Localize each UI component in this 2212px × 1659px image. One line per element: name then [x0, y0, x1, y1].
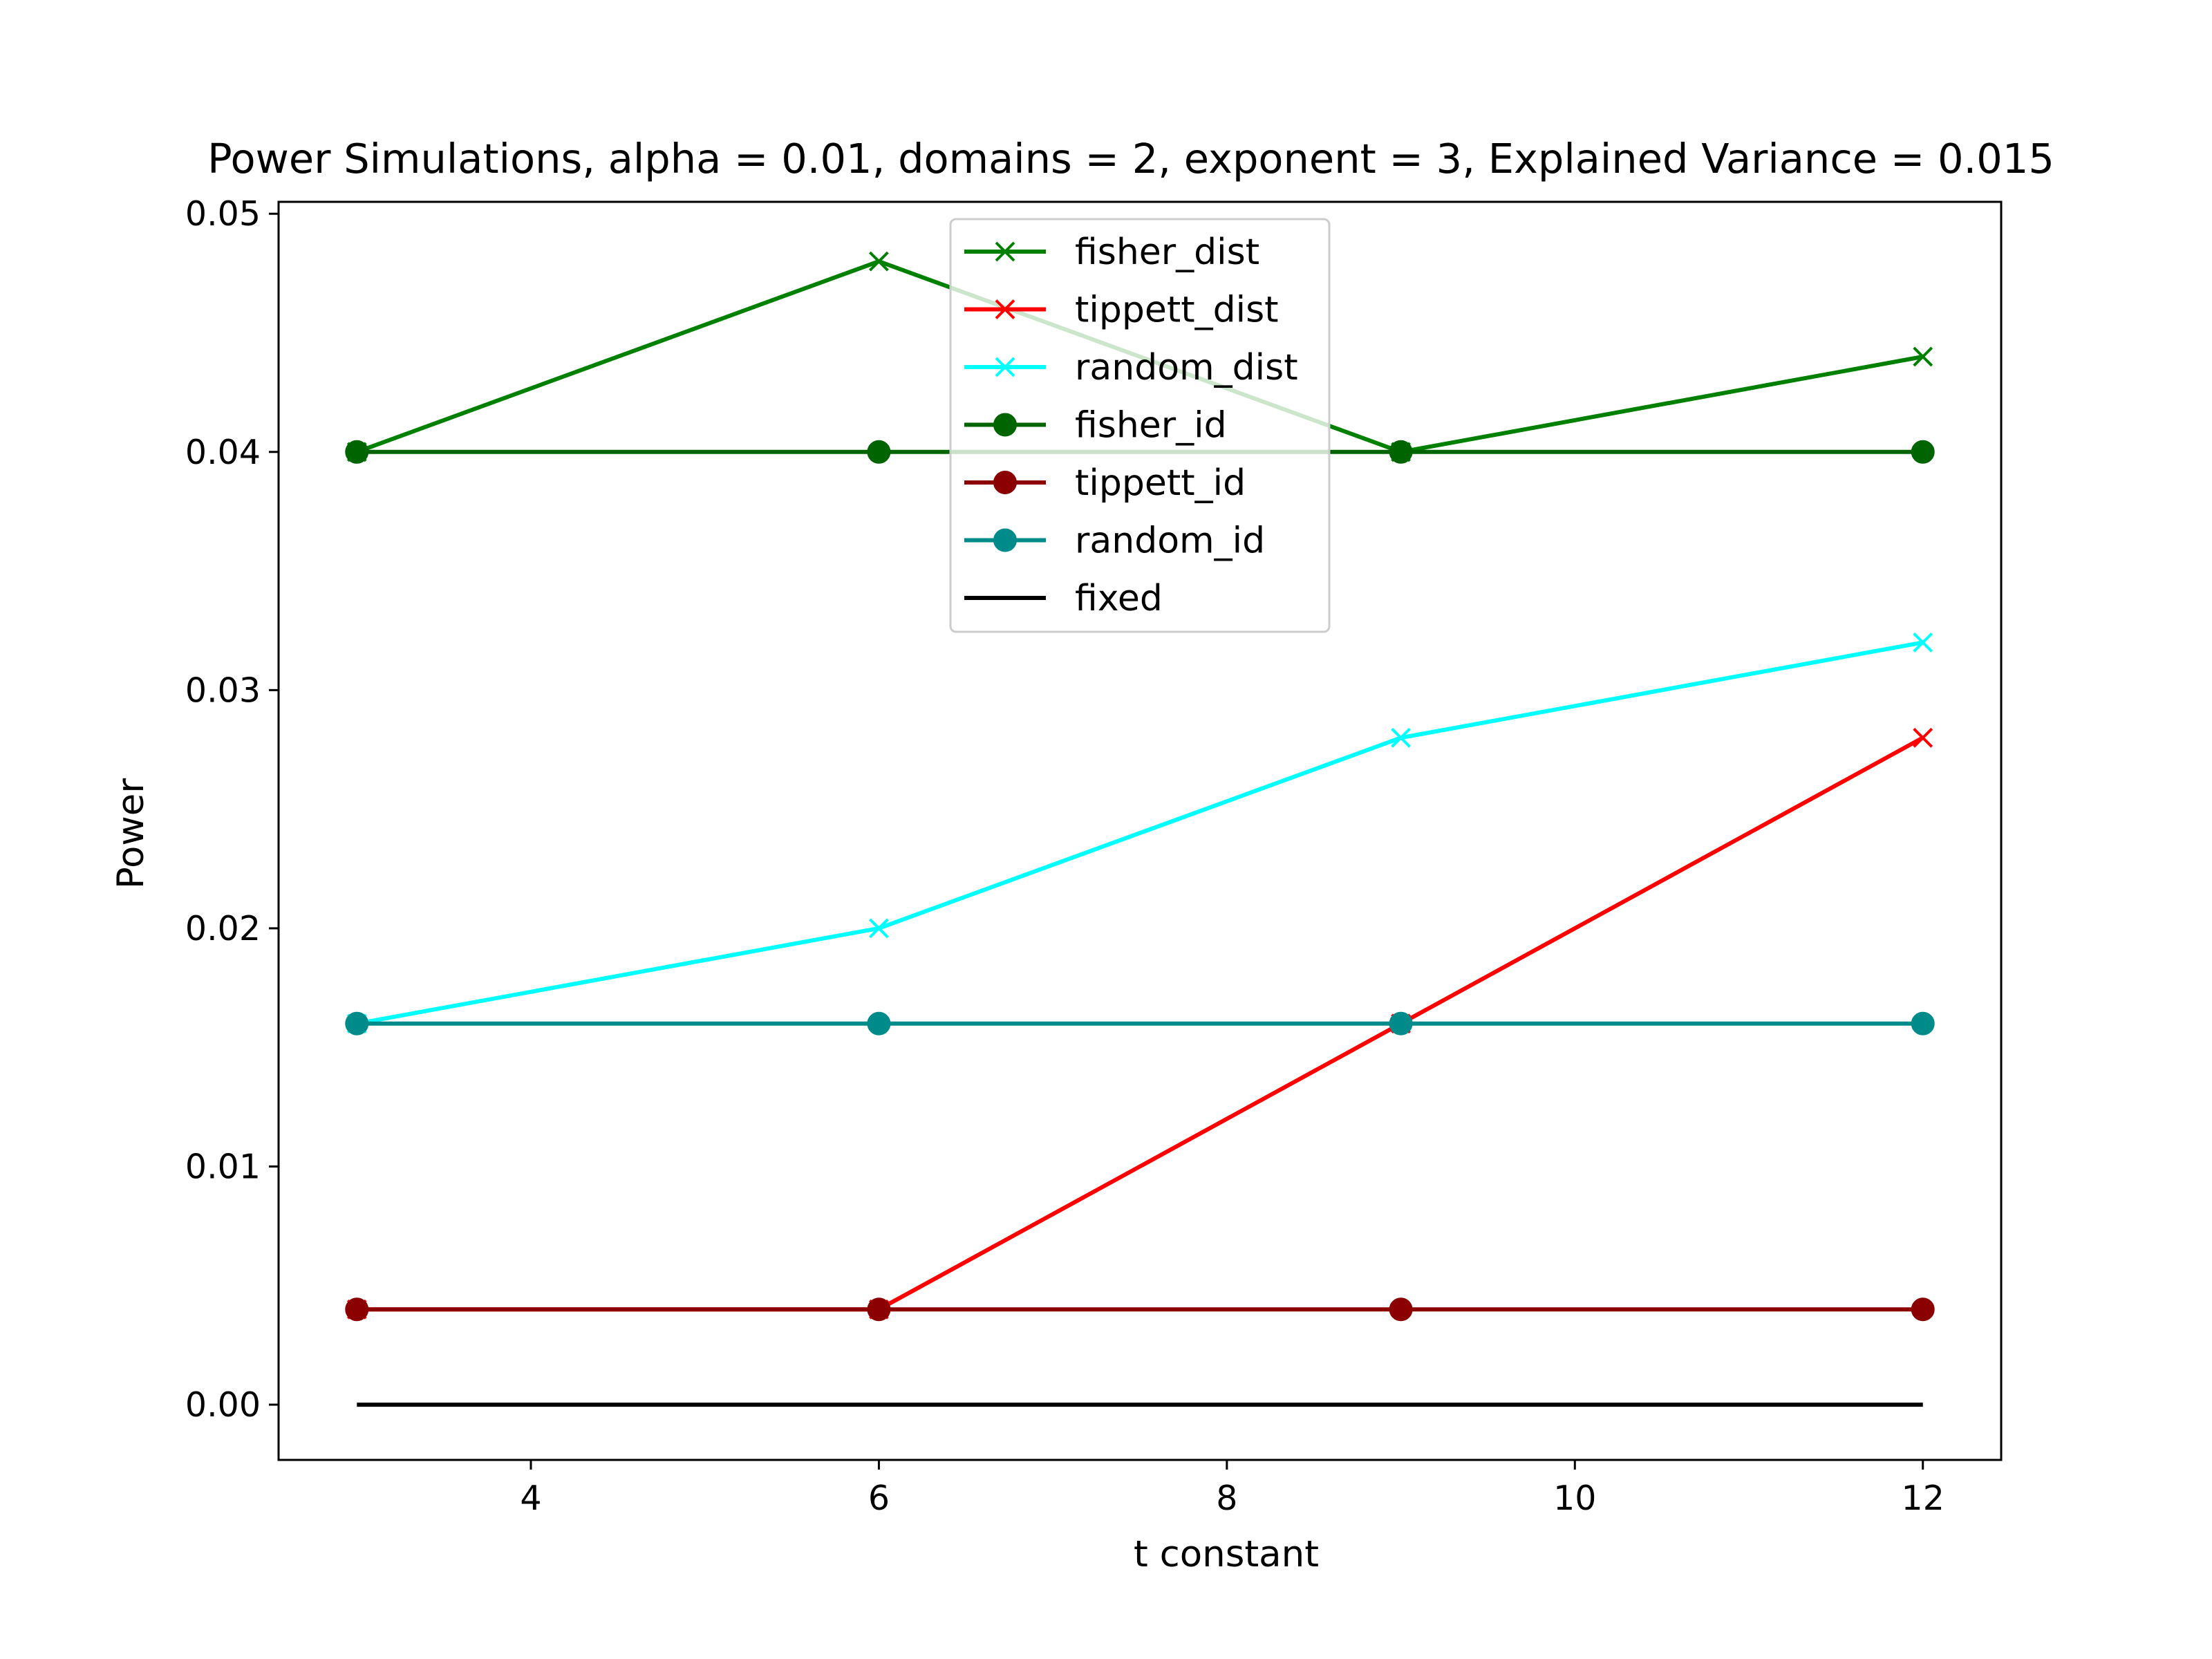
legend-label-fisher-dist: fisher_dist [1075, 232, 1259, 273]
data-point-random-dist-stroke [1391, 727, 1411, 748]
y-tick-label: 0.02 [185, 909, 261, 948]
legend-entry-random-id: random_id [964, 521, 1265, 562]
y-tick-label: 0.01 [185, 1147, 261, 1186]
data-point-tippett-id [345, 1297, 369, 1322]
x-tick-label: 12 [1902, 1479, 1944, 1518]
legend-label-tippett-id: tippett_id [1075, 462, 1246, 504]
data-point-random-dist [1913, 632, 1933, 653]
data-point-random-dist-stroke [1913, 632, 1933, 653]
series-tippett-id [345, 1297, 1935, 1322]
legend: fisher_dist tippett_dist random_distfisher… [949, 218, 1331, 633]
legend-entry-fixed: fixed [964, 578, 1163, 619]
legend-label-random-id: random_id [1075, 521, 1265, 562]
data-point-fisher-id [867, 440, 891, 464]
data-point-random-dist [1391, 727, 1411, 748]
series-line-random-dist [356, 640, 1924, 1026]
y-tick-label: 0.04 [185, 433, 261, 472]
legend-marker-tippett-dist [995, 299, 1015, 319]
data-point-random-id [867, 1011, 891, 1035]
legend-label-fixed: fixed [1075, 578, 1163, 619]
series-random-id [345, 1011, 1935, 1035]
data-point-tippett-id [1911, 1297, 1935, 1322]
y-axis-label: Power [110, 778, 152, 889]
legend-marker-random-id [993, 528, 1017, 552]
legend-entry-tippett-dist: tippett_dist [964, 290, 1279, 331]
x-axis-label: t constant [1134, 1533, 1319, 1575]
data-point-random-id [1911, 1011, 1935, 1035]
y-tick-label: 0.03 [185, 671, 261, 710]
legend-marker-fisher-dist-stroke [995, 241, 1015, 262]
x-tick-label: 4 [520, 1479, 541, 1518]
data-point-fisher-dist [1913, 346, 1933, 367]
y-tick-label: 0.00 [185, 1385, 261, 1425]
legend-label-random-dist: random_dist [1075, 347, 1298, 388]
axes-frame [277, 200, 2003, 1461]
data-point-fisher-id [345, 440, 369, 464]
data-point-tippett-id [867, 1297, 891, 1322]
data-point-fisher-dist-stroke [1913, 346, 1933, 367]
data-point-tippett-id [1389, 1297, 1413, 1322]
x-tick-label: 10 [1553, 1479, 1596, 1518]
legend-marker-random-dist [995, 357, 1015, 377]
data-point-random-dist-stroke [869, 918, 889, 939]
legend-marker-tippett-dist-stroke [995, 299, 1015, 319]
legend-entry-fisher-dist: fisher_dist [964, 232, 1259, 273]
data-point-fisher-id [1911, 440, 1935, 464]
data-point-tippett-dist [1913, 727, 1933, 748]
legend-entry-random-dist: random_dist [964, 347, 1298, 388]
x-tick-label: 8 [1216, 1479, 1237, 1518]
legend-entry-fisher-id: fisher_id [964, 405, 1227, 447]
legend-marker-random-dist-stroke [995, 357, 1015, 377]
data-point-random-id [1389, 1011, 1413, 1035]
data-point-random-dist [869, 918, 889, 939]
data-point-fisher-dist-stroke [869, 251, 889, 272]
legend-label-tippett-dist: tippett_dist [1075, 290, 1279, 331]
legend-box [949, 218, 1331, 633]
plot-area: 4 6 8 10 12 0.00 0.01 0.02 0.03 0.04 0.05 [185, 194, 2003, 1518]
chart-title: Power Simulations, alpha = 0.01, domains… [207, 135, 2054, 182]
legend-entry-tippett-id: tippett_id [964, 462, 1246, 504]
legend-marker-fisher-id [993, 413, 1017, 437]
y-tick-label: 0.05 [185, 194, 261, 234]
legend-label-fisher-id: fisher_id [1075, 405, 1227, 447]
data-point-random-id [345, 1011, 369, 1035]
data-point-fisher-dist [869, 251, 889, 272]
data-point-tippett-dist-stroke [1913, 727, 1933, 748]
legend-marker-tippett-id [993, 471, 1017, 494]
x-tick-label: 6 [868, 1479, 890, 1518]
data-point-fisher-id [1389, 440, 1413, 464]
legend-marker-fisher-dist [995, 241, 1015, 262]
